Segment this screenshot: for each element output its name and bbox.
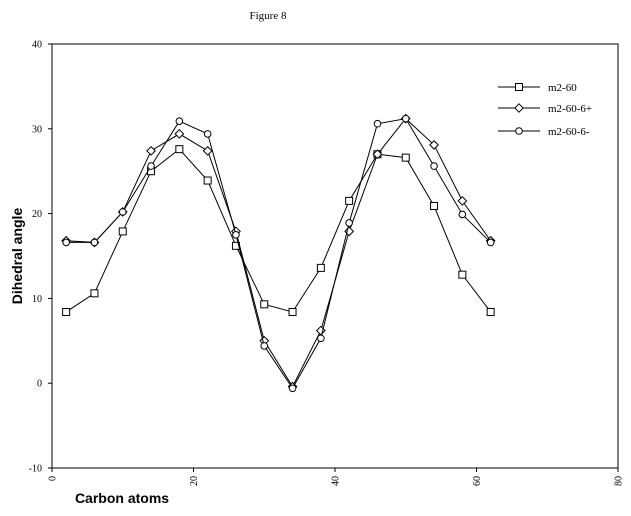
x-tick-label: 20 — [189, 476, 200, 486]
diamond-marker — [202, 145, 213, 156]
square-marker — [430, 201, 439, 210]
x-axis-title: Carbon atoms — [75, 490, 169, 506]
square-marker — [486, 307, 495, 316]
circle-marker — [175, 117, 184, 125]
square-marker — [515, 83, 523, 91]
series-line — [66, 117, 492, 388]
legend: m2-60 m2-60-6+ m2-60-6- — [498, 82, 592, 138]
square-marker — [175, 145, 184, 154]
circle-marker — [458, 210, 467, 219]
y-tick-label: 40 — [32, 40, 42, 51]
series-layer — [61, 113, 496, 393]
series-line — [65, 148, 492, 313]
circle-marker — [373, 119, 382, 128]
diamond-marker — [372, 149, 383, 160]
figure-title: Figure 8 — [250, 10, 287, 22]
square-marker — [90, 289, 99, 298]
square-marker — [401, 153, 410, 162]
x-tick-label: 0 — [48, 476, 59, 481]
legend-label: m2-60-6- — [548, 126, 590, 138]
y-tick-label: 10 — [32, 294, 42, 305]
legend-label: m2-60-6+ — [548, 103, 592, 115]
y-tick-label: -10 — [29, 464, 42, 475]
legend-item: m2-60-6- — [498, 126, 590, 138]
square-marker — [62, 307, 71, 316]
circle-marker — [401, 114, 410, 123]
y-tick-label: 0 — [37, 379, 42, 390]
series-m2-60-6- — [62, 114, 495, 393]
square-marker — [316, 263, 325, 272]
legend-label: m2-60 — [548, 82, 577, 94]
circle-marker — [62, 238, 70, 247]
square-marker — [118, 227, 127, 236]
circle-marker — [147, 162, 155, 170]
diamond-marker — [457, 195, 468, 206]
square-marker — [458, 270, 467, 279]
circle-marker — [430, 162, 438, 170]
series-m2-60 — [62, 145, 495, 316]
x-axis: 0 20 40 60 80 — [48, 468, 625, 486]
square-marker — [288, 307, 297, 316]
circle-marker — [317, 334, 325, 343]
x-tick-label: 80 — [614, 476, 625, 486]
x-tick-label: 40 — [331, 476, 342, 486]
circle-marker — [515, 127, 523, 135]
x-tick-label: 60 — [472, 476, 483, 486]
circle-marker — [118, 208, 127, 216]
diamond-marker — [429, 140, 439, 150]
circle-marker — [288, 384, 297, 393]
circle-marker — [90, 238, 99, 247]
circle-marker — [260, 342, 269, 350]
square-marker — [260, 300, 269, 309]
y-tick-label: 20 — [32, 209, 42, 220]
y-axis: -10 0 10 20 30 40 — [29, 40, 52, 475]
legend-item: m2-60 — [498, 82, 577, 94]
square-marker — [203, 176, 212, 185]
circle-marker — [203, 130, 212, 138]
y-axis-title: Dihedral angle — [9, 208, 25, 305]
circle-marker — [345, 219, 353, 227]
legend-item: m2-60-6+ — [498, 103, 592, 115]
series-m2-60-6+ — [61, 113, 496, 392]
circle-marker — [486, 238, 495, 247]
series-line — [66, 118, 492, 390]
diamond-marker — [146, 145, 156, 156]
y-tick-label: 30 — [32, 124, 42, 135]
circle-marker — [232, 231, 240, 239]
diamond-marker — [174, 128, 185, 139]
diamond-marker — [514, 103, 524, 113]
square-marker — [345, 196, 354, 205]
